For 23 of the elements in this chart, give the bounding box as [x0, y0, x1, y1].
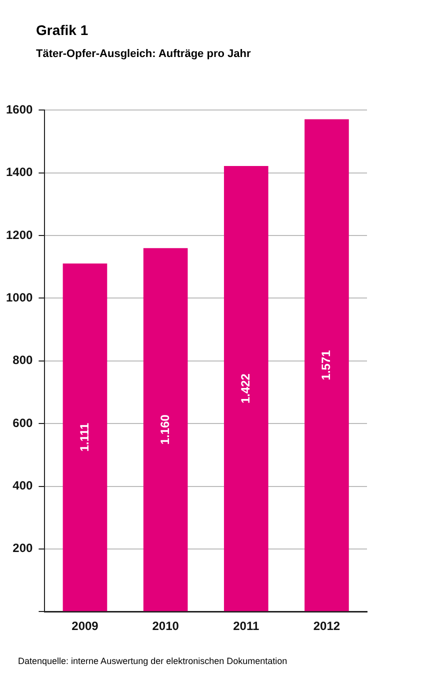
data-label: 1.422 [238, 373, 252, 404]
y-tick-label: 800 [12, 353, 34, 368]
chart-title: Grafik 1 [36, 22, 88, 38]
x-tick-label: 2009 [72, 619, 99, 634]
bar [304, 119, 349, 612]
data-label: 1.160 [158, 414, 172, 445]
text: Datenquelle: interne Auswertung der elektronischen Dokumentation [18, 656, 288, 666]
y-tick-label: 1600 [6, 102, 34, 117]
y-tick-label: 1400 [6, 165, 34, 180]
chart-subtitle: Täter-Opfer-Ausgleich: Aufträge pro Jahr [36, 48, 251, 60]
bar [224, 166, 268, 612]
x-tick-label: 2012 [313, 619, 340, 634]
x-tick-label: 2011 [233, 619, 260, 634]
x-tick-label: 2010 [152, 619, 180, 634]
y-tick-label: 400 [12, 478, 34, 493]
y-tick-label: 200 [12, 541, 34, 556]
data-label: 1.111 [77, 422, 92, 452]
bar [62, 263, 108, 612]
y-tick-label: 600 [12, 416, 34, 430]
y-tick-label: 1000 [6, 290, 34, 305]
y-tick-label: 1200 [6, 228, 34, 242]
data-label: 1.571 [319, 350, 334, 380]
bar [143, 248, 188, 612]
